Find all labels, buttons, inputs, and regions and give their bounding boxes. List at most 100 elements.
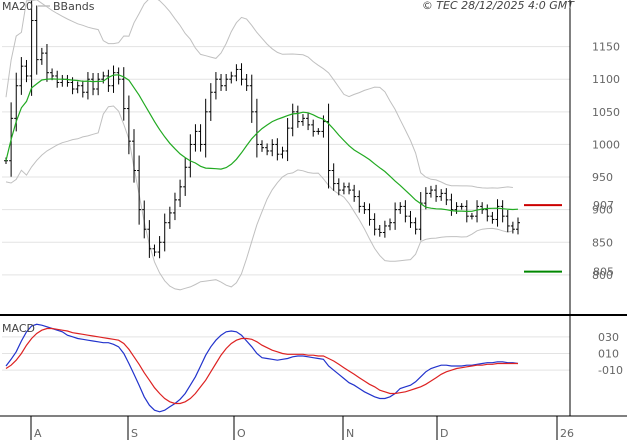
price-bar	[234, 64, 239, 82]
price-bar	[254, 98, 259, 158]
price-bar	[300, 114, 305, 126]
price-bar	[367, 203, 372, 226]
price-bar	[172, 192, 177, 221]
price-bar	[377, 224, 382, 237]
price-bar	[510, 221, 515, 234]
price-bar	[132, 129, 136, 183]
price-bar	[244, 74, 249, 91]
price-bar	[270, 139, 275, 157]
bband-upper-line	[5, 0, 513, 189]
price-tick-label: 1150	[592, 41, 620, 54]
price-tick-label: 900	[592, 204, 613, 217]
price-bar	[475, 200, 480, 223]
price-bar	[413, 217, 418, 235]
price-bar	[403, 200, 408, 223]
x-tick-label: S	[131, 427, 138, 440]
copyright-label: © TEC 28/12/2025 4:0 GMT	[422, 0, 575, 12]
price-bar	[80, 80, 85, 98]
price-bar	[198, 124, 203, 152]
price-bar	[157, 236, 162, 259]
price-bar	[126, 95, 131, 155]
price-bar	[444, 188, 449, 206]
price-bar	[336, 178, 341, 196]
price-bar	[500, 200, 505, 223]
price-bar	[208, 83, 213, 121]
price-tick-label: 1050	[592, 106, 620, 119]
price-bar	[178, 179, 183, 208]
price-bars	[4, 0, 520, 259]
x-tick-label: A	[34, 427, 42, 440]
x-tick-label: O	[237, 427, 246, 440]
price-bar	[428, 185, 433, 198]
price-bar	[316, 128, 321, 135]
price-bar	[326, 103, 331, 189]
bbands-layer	[5, 0, 514, 291]
price-bar	[137, 155, 142, 225]
price-bar	[239, 63, 244, 86]
level-marker-label: 805	[593, 266, 614, 279]
price-bar	[39, 47, 44, 65]
price-bar	[106, 69, 111, 92]
price-bar	[449, 193, 454, 216]
price-bar	[372, 213, 377, 236]
price-bar	[29, 0, 34, 96]
price-bar	[459, 203, 464, 210]
price-bar	[439, 189, 444, 201]
price-bar	[183, 158, 188, 196]
price-bar	[398, 202, 403, 214]
bband-lower-line	[5, 105, 514, 291]
price-bar	[495, 199, 500, 227]
price-bar	[152, 244, 157, 257]
chart-frame	[0, 0, 627, 417]
price-bar	[306, 113, 311, 131]
price-bar	[85, 72, 90, 100]
price-bar	[213, 72, 218, 100]
price-bar	[275, 138, 280, 161]
price-tick-label: 1000	[592, 138, 620, 151]
price-tick-label: 950	[592, 171, 613, 184]
signal-line	[5, 327, 518, 405]
grid-lines	[2, 46, 570, 371]
price-bar	[290, 103, 295, 137]
price-bar	[75, 81, 80, 94]
price-bar	[96, 73, 101, 96]
level-marker-label: 907	[593, 199, 614, 212]
price-bar	[341, 182, 346, 195]
macd-lines	[5, 323, 519, 413]
price-bar	[142, 200, 147, 239]
price-bar	[423, 187, 428, 210]
price-bar	[193, 124, 198, 152]
price-bar	[50, 68, 55, 81]
macd-line	[5, 323, 519, 413]
axis-ticks: 800 850 900 950 1000 1050 1100 1150 030 010 -010 A S…	[30, 41, 623, 440]
price-bar	[418, 192, 423, 241]
price-bar	[188, 134, 193, 178]
price-bar	[111, 65, 116, 93]
price-bar	[469, 212, 474, 220]
price-bar	[362, 202, 367, 214]
price-bar	[219, 74, 224, 91]
price-bar	[505, 209, 510, 233]
price-bar	[285, 118, 290, 162]
price-bar	[480, 202, 485, 214]
macd-title: MACD	[2, 322, 35, 335]
price-bar	[116, 67, 121, 85]
price-bar	[65, 74, 70, 87]
price-bar	[408, 210, 413, 228]
price-bar	[382, 220, 387, 238]
price-bar	[357, 190, 362, 213]
price-bar	[224, 74, 229, 91]
price-bar	[60, 74, 65, 87]
macd-tick-label: 010	[598, 348, 619, 361]
price-bar	[331, 163, 336, 191]
x-tick-label: N	[346, 427, 354, 440]
price-tick-label: 850	[592, 236, 613, 249]
price-bar	[454, 202, 459, 214]
price-bar	[347, 182, 352, 195]
price-tick-label: 1100	[592, 73, 620, 86]
price-bar	[490, 211, 495, 224]
price-bar	[91, 73, 96, 96]
price-bar	[434, 184, 439, 202]
price-bar	[24, 59, 29, 83]
